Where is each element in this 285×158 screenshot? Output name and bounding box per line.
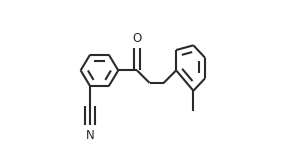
Text: N: N: [86, 129, 94, 142]
Text: O: O: [133, 32, 142, 45]
